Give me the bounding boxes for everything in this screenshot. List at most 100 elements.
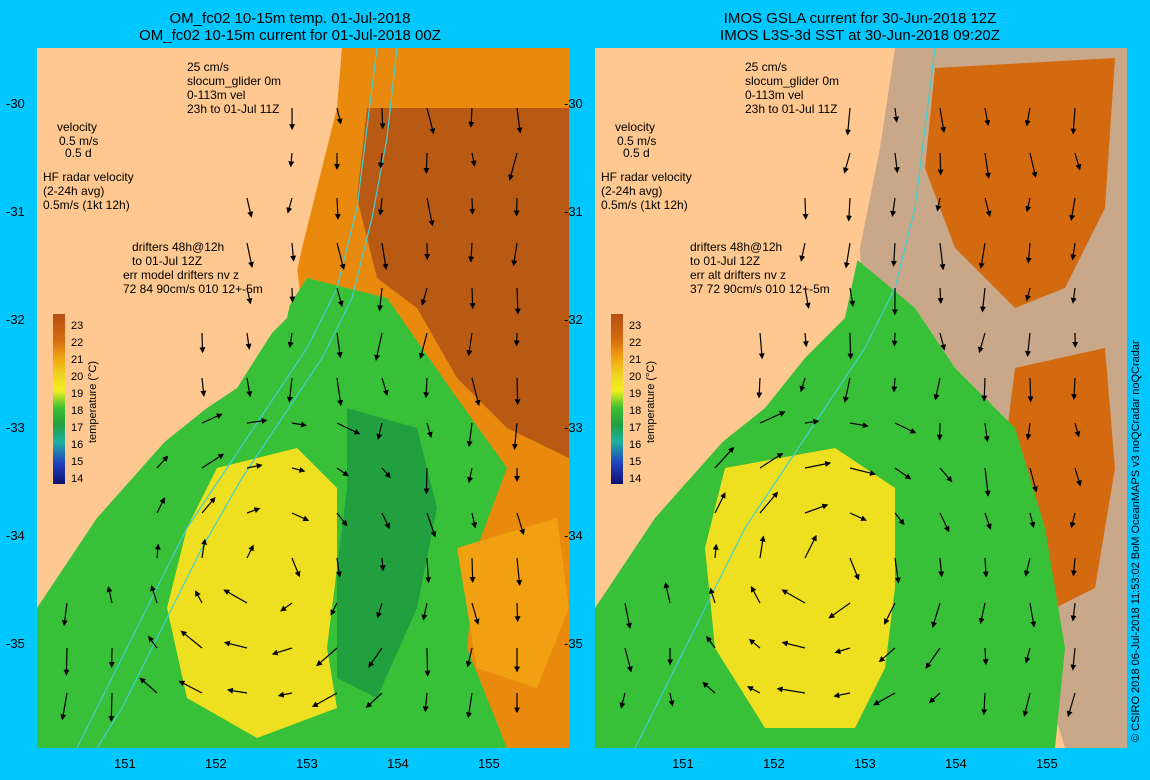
current-arrow [984,107,991,127]
current-arrow [1074,422,1081,438]
current-arrow [1070,242,1077,261]
current-arrow [983,422,990,443]
current-arrow [1066,692,1076,718]
hf-radar-scale: 0.5m/s (1kt 12h) [601,198,688,212]
current-arrow [291,466,306,473]
current-arrow [381,512,390,530]
current-arrow [378,152,384,169]
current-arrow [845,107,852,136]
current-arrow [624,602,632,630]
current-arrow [842,377,851,403]
current-arrow [849,467,876,476]
current-arrow [619,692,626,709]
current-arrow [1074,467,1082,487]
left-title-line2: OM_fc02 10-15m current for 01-Jul-2018 0… [139,27,441,44]
current-arrow [336,107,343,125]
current-arrow [1070,557,1077,577]
colorbar [611,314,623,484]
current-arrow [516,512,525,536]
current-arrow [426,107,436,135]
current-arrow [1074,152,1082,171]
current-arrow [884,602,896,625]
current-arrow [246,377,253,398]
current-arrow [365,692,383,708]
current-arrow [873,692,896,706]
coast-land [595,48,895,578]
current-arrow [426,197,435,227]
current-arrow [61,602,68,627]
dark-green-band [337,408,437,698]
current-arrow [379,107,386,130]
current-arrow [894,512,905,526]
current-arrow [663,581,671,604]
current-arrow [381,377,389,397]
current-arrow [311,692,338,708]
current-arrow [336,377,344,407]
current-arrow [938,557,945,578]
colorbar-level-label: 20 [629,371,642,383]
latitude-tick-label: -33 [6,420,25,435]
current-arrow [668,692,675,707]
isobath-line [634,48,936,748]
hf-radar-label: HF radar velocity [43,170,134,184]
mid-orange-patch [457,518,569,688]
current-arrow [330,602,338,616]
right-title-line1: IMOS GSLA current for 30-Jun-2018 12Z [723,10,997,27]
current-arrow [714,492,726,514]
colorbar-level-label: 19 [71,388,84,400]
current-arrow [849,557,860,581]
current-arrow [291,557,301,578]
current-arrow [747,686,761,694]
longitude-tick-label: 154 [945,756,967,771]
current-arrow [981,692,988,716]
current-arrow [106,585,113,604]
current-arrow [1070,287,1077,304]
current-arrow [426,512,437,538]
latitude-tick-label: -32 [564,312,583,327]
colorbar-level-label: 22 [629,337,642,349]
current-arrow [246,418,268,424]
current-arrow [246,287,253,305]
current-arrow [508,152,518,181]
colorbar-title: temperature (°C) [645,360,657,443]
current-arrow [465,647,473,668]
colorbar-level-label: 19 [629,388,642,400]
current-arrow [712,543,719,559]
scale-label: 25 cm/s [745,60,788,74]
current-arrow [804,287,811,309]
colorbar-level-label: 16 [629,439,642,451]
current-arrow [833,692,851,699]
current-arrow [878,647,896,663]
longitude-tick-label: 151 [114,756,136,771]
longitude-tick-label: 155 [1036,756,1058,771]
current-arrow [426,422,433,439]
current-arrow [978,602,986,625]
current-arrow [935,197,942,212]
current-arrow [939,512,950,533]
coast-land [37,48,337,578]
current-arrow [336,467,349,477]
current-arrow [802,332,809,348]
current-arrow [849,512,867,521]
current-arrow [516,557,523,586]
current-arrow [781,589,806,604]
velocity-label: velocity [615,120,656,134]
current-arrow [709,587,716,604]
current-arrow [514,377,521,406]
current-arrow [928,692,941,704]
current-arrow [316,647,338,667]
colorbar-level-label: 15 [629,456,642,468]
current-arrow [1069,512,1076,529]
colorbar-level-label: 22 [71,337,84,349]
colorbar-level-label: 14 [71,473,84,485]
drifters-err: err alt drifters nv z [690,268,787,282]
current-arrow [981,377,988,402]
latitude-tick-label: -31 [564,204,583,219]
current-arrow [245,332,252,350]
current-arrow [1070,107,1077,135]
current-arrow [336,512,348,527]
current-arrow [201,413,223,424]
current-arrow [849,422,869,429]
latitude-tick-label: -34 [564,528,583,543]
colorbar-level-label: 23 [629,320,642,332]
